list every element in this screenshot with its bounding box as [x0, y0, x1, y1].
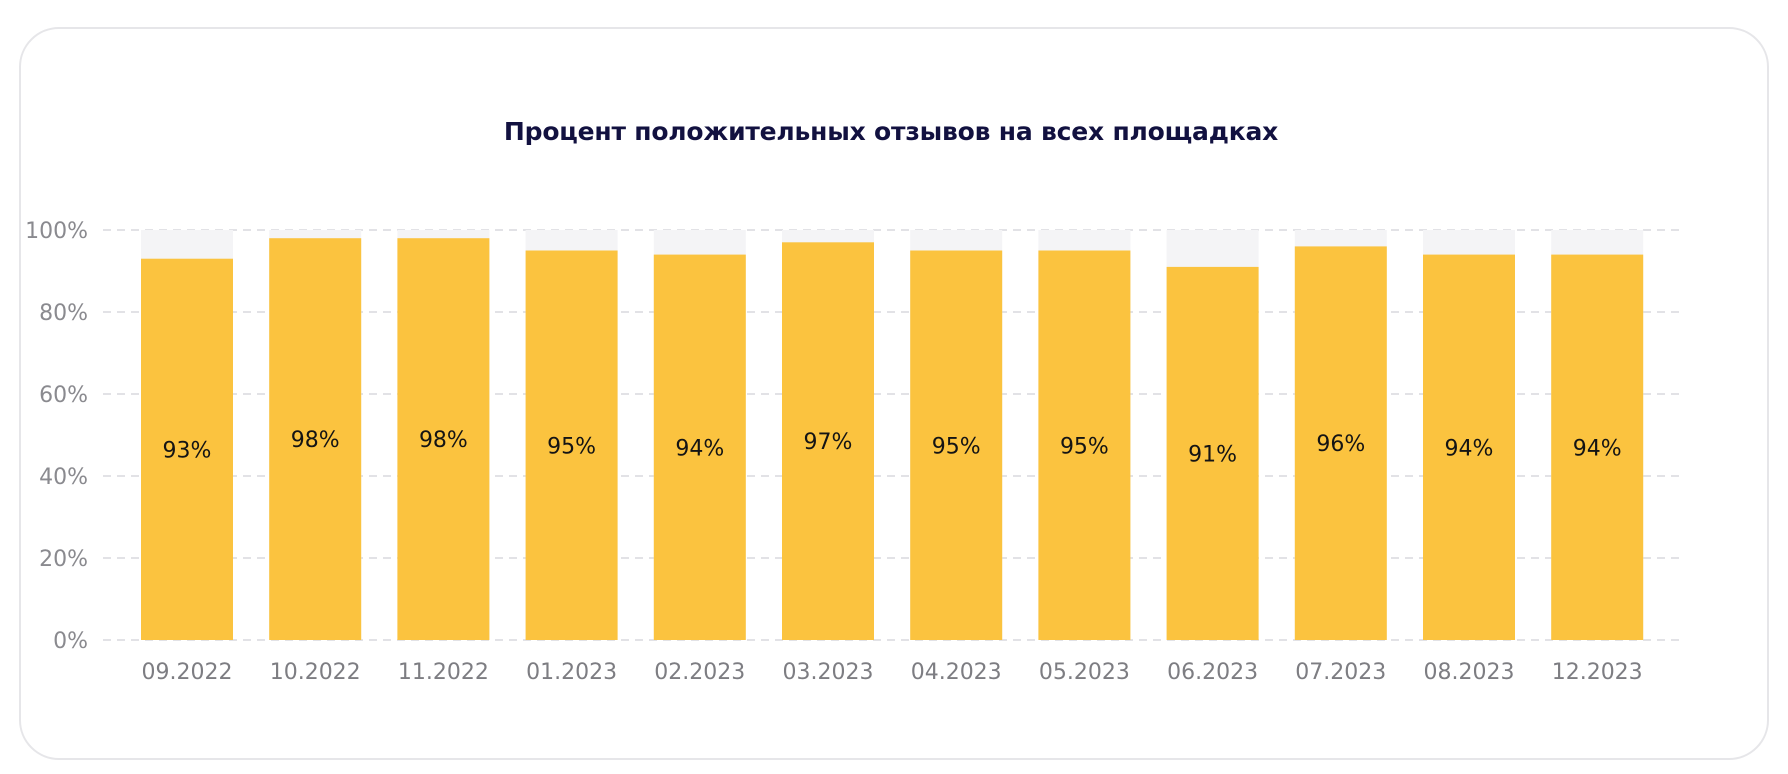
y-axis-ticks: 0% 20% 40% 60% 80% 100% [25, 219, 88, 654]
data-label: 95% [932, 434, 981, 459]
y-tick-label: 60% [39, 383, 88, 408]
y-tick-label: 20% [39, 547, 88, 572]
x-tick-label: 01.2023 [526, 660, 617, 685]
y-tick-label: 40% [39, 465, 88, 490]
data-label: 94% [675, 436, 724, 461]
bar [653, 254, 746, 640]
chart-title: Процент положительных отзывов на всех пл… [503, 117, 1279, 146]
bar [525, 250, 618, 640]
bar [1294, 246, 1387, 640]
bar [1038, 250, 1131, 640]
y-tick-label: 0% [53, 629, 88, 654]
bar [1423, 254, 1515, 640]
data-label: 97% [804, 430, 853, 455]
y-tick-label: 100% [25, 219, 88, 244]
x-tick-label: 09.2022 [142, 660, 233, 685]
data-label: 94% [1445, 436, 1494, 461]
x-axis-labels: 09.2022 10.2022 11.2022 01.2023 02.2023 03.20… [142, 660, 1643, 685]
bar [269, 238, 362, 640]
x-tick-label: 07.2023 [1295, 660, 1386, 685]
data-label: 98% [419, 428, 468, 453]
value-labels: 93% 98% 98% 95% 94% 97% 95% 95% 91% 96% 94% 94% [163, 428, 1622, 467]
bar [782, 242, 874, 641]
y-tick-label: 80% [39, 301, 88, 326]
bar [141, 258, 233, 640]
data-label: 93% [163, 438, 212, 463]
grid-lines [103, 229, 1680, 641]
bar [910, 250, 1003, 640]
x-tick-label: 11.2022 [398, 660, 489, 685]
x-tick-label: 03.2023 [783, 660, 874, 685]
bar [1551, 254, 1644, 640]
data-label: 95% [1060, 434, 1109, 459]
bar-tracks [141, 230, 1644, 640]
x-tick-label: 05.2023 [1039, 660, 1130, 685]
data-label: 91% [1188, 442, 1237, 467]
data-label: 96% [1316, 432, 1365, 457]
x-tick-label: 06.2023 [1167, 660, 1258, 685]
x-tick-label: 12.2023 [1552, 660, 1643, 685]
data-label: 94% [1573, 436, 1622, 461]
data-label: 98% [291, 428, 340, 453]
x-tick-label: 04.2023 [911, 660, 1002, 685]
x-tick-label: 08.2023 [1424, 660, 1515, 685]
x-tick-label: 10.2022 [270, 660, 361, 685]
bars [141, 238, 1644, 641]
x-tick-label: 02.2023 [654, 660, 745, 685]
data-label: 95% [547, 434, 596, 459]
bar [1166, 266, 1259, 640]
bar [397, 238, 490, 640]
